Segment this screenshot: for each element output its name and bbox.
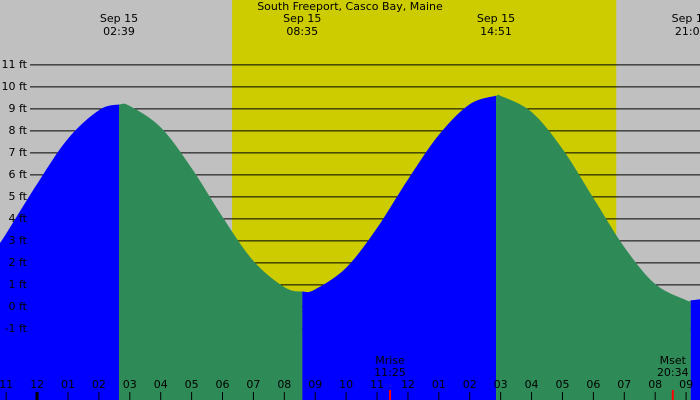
- y-tick-label: 6 ft: [9, 168, 28, 181]
- extreme-date: Sep 15: [283, 12, 321, 25]
- rising-tide: [0, 104, 119, 400]
- x-tick-label: 11: [370, 378, 384, 391]
- moon-label: Mset: [660, 354, 687, 367]
- x-tick-label: 11: [0, 378, 13, 391]
- x-tick-label: 09: [308, 378, 322, 391]
- y-tick-label: 7 ft: [9, 146, 28, 159]
- x-tick-label: 07: [617, 378, 631, 391]
- x-tick-label: 02: [463, 378, 477, 391]
- x-tick-label: 10: [339, 378, 353, 391]
- falling-tide: [118, 103, 303, 400]
- x-tick-label: 05: [555, 378, 569, 391]
- x-tick-label: 01: [61, 378, 75, 391]
- y-tick-label: 4 ft: [9, 212, 28, 225]
- extreme-date: Sep 15: [100, 12, 138, 25]
- x-tick-label: 06: [216, 378, 230, 391]
- x-tick-label: 08: [648, 378, 662, 391]
- y-tick-label: 9 ft: [9, 102, 28, 115]
- extreme-time: 14:51: [480, 25, 512, 38]
- y-tick-label: 11 ft: [2, 58, 28, 71]
- moon-time: 11:25: [374, 366, 406, 379]
- x-tick-label: 02: [92, 378, 106, 391]
- rising-tide: [302, 95, 497, 400]
- extreme-time: 08:35: [286, 25, 318, 38]
- rising-tide: [690, 299, 700, 400]
- extreme-date: Sep 15: [672, 12, 700, 25]
- x-tick-label: 04: [154, 378, 168, 391]
- extreme-time: 21:09: [675, 25, 700, 38]
- extreme-time: 02:39: [103, 25, 135, 38]
- chart-title: South Freeport, Casco Bay, Maine: [257, 0, 443, 13]
- y-tick-label: 10 ft: [2, 80, 28, 93]
- falling-tide: [496, 94, 691, 400]
- extreme-date: Sep 15: [477, 12, 515, 25]
- x-tick-label: 03: [494, 378, 508, 391]
- y-tick-label: 2 ft: [9, 256, 28, 269]
- moon-time: 20:34: [657, 366, 689, 379]
- x-tick-label: 08: [277, 378, 291, 391]
- y-tick-label: 1 ft: [9, 278, 28, 291]
- y-tick-label: 3 ft: [9, 234, 28, 247]
- x-tick-label: 05: [185, 378, 199, 391]
- x-tick-label: 03: [123, 378, 137, 391]
- moon-label: Mrise: [375, 354, 405, 367]
- x-tick-label: 06: [586, 378, 600, 391]
- y-tick-label: -1 ft: [5, 322, 28, 335]
- x-tick-label: 01: [432, 378, 446, 391]
- y-tick-label: 0 ft: [9, 300, 28, 313]
- x-tick-label: 09: [679, 378, 693, 391]
- y-tick-label: 5 ft: [9, 190, 28, 203]
- x-tick-label: 04: [525, 378, 539, 391]
- x-tick-label: 12: [401, 378, 415, 391]
- x-tick-label: 07: [246, 378, 260, 391]
- x-tick-label: 12: [30, 378, 44, 391]
- y-tick-label: 8 ft: [9, 124, 28, 137]
